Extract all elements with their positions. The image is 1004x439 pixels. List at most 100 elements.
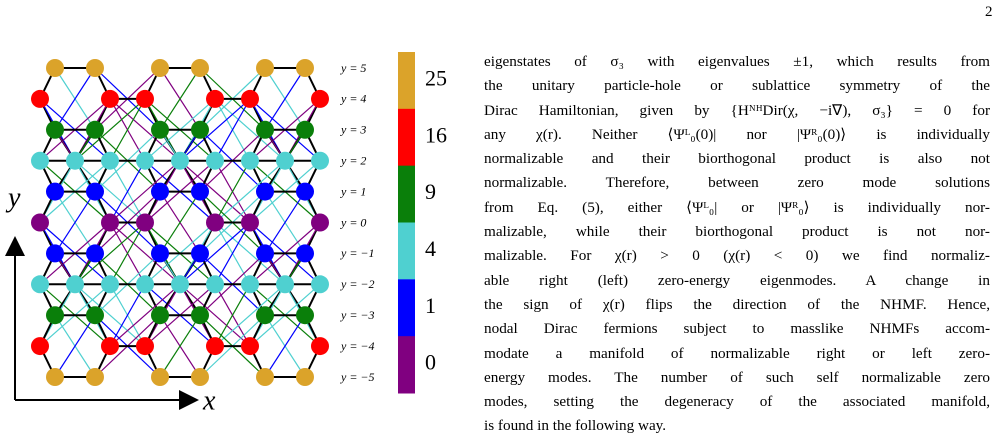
row-label: y = 5 <box>340 61 366 75</box>
text-line: malizable. For χ(r) > 0 (χ(r) < 0) we fi… <box>484 247 990 265</box>
site <box>31 275 49 294</box>
site <box>191 244 209 263</box>
row-label: y = −4 <box>340 339 375 353</box>
text-line: able right (left) zero-energy eigenmodes… <box>484 271 990 289</box>
colorbar-segment <box>398 52 415 110</box>
text-line: any χ(r). Neither ⟨Ψᴸ₀(0)| nor |Ψᴿ₀(0)⟩ … <box>484 125 990 143</box>
site <box>46 182 64 201</box>
hopping <box>264 67 306 131</box>
text-line: malizable, while their biorthogonal prod… <box>484 223 990 241</box>
text-line: the sign of χ(r) flips the direction of … <box>484 295 990 313</box>
hopping <box>214 98 286 162</box>
site <box>151 182 169 201</box>
site <box>151 244 169 263</box>
hopping <box>159 191 201 254</box>
site <box>31 151 49 170</box>
hopping <box>74 283 146 347</box>
row-label: y = 2 <box>340 153 366 167</box>
figure: y x y = 5 y = 4 y = 3 y = 2 y = 1 y = 0 y = −1… <box>4 52 447 416</box>
site <box>86 120 104 139</box>
site <box>311 337 329 356</box>
colorbar-segment <box>398 108 415 167</box>
site <box>46 244 64 263</box>
row-label: y = 4 <box>340 92 366 106</box>
site <box>191 368 209 386</box>
site <box>241 275 259 294</box>
colorbar-label: 16 <box>425 122 447 147</box>
site <box>46 368 64 386</box>
site <box>296 244 314 263</box>
hopping <box>54 67 96 131</box>
text-line: from Eq. (5), either ⟨Ψᴸ₀| or |Ψᴿ₀⟩ is i… <box>484 198 990 216</box>
site <box>31 213 49 232</box>
site <box>86 306 104 325</box>
site <box>296 306 314 325</box>
site <box>136 337 154 356</box>
hopping <box>74 222 146 285</box>
lattice <box>31 59 329 386</box>
colorbar-segment <box>398 222 415 280</box>
site <box>256 244 274 263</box>
site <box>311 89 329 108</box>
site <box>206 151 224 170</box>
hopping <box>109 160 181 223</box>
site <box>86 59 104 77</box>
text-line: modate a manifold of normalizable right … <box>484 344 990 362</box>
site <box>101 151 119 170</box>
site <box>101 337 119 356</box>
site <box>136 275 154 294</box>
hopping <box>179 283 251 347</box>
site <box>311 151 329 170</box>
site <box>46 306 64 325</box>
page-number: 2 <box>985 4 993 20</box>
body-text: eigenstates of σ₃ with eigenvalues ±1, w… <box>484 50 990 439</box>
site <box>151 306 169 325</box>
site <box>241 337 259 356</box>
hopping <box>54 191 96 254</box>
hopping <box>109 222 181 285</box>
site <box>311 213 329 232</box>
site <box>171 151 189 170</box>
x-axis-label: x <box>202 385 216 416</box>
site <box>256 368 274 386</box>
site <box>206 89 224 108</box>
colorbar-segment <box>398 336 415 394</box>
hopping <box>109 98 181 162</box>
hopping <box>179 160 251 223</box>
site <box>296 182 314 201</box>
site <box>136 213 154 232</box>
site <box>276 151 294 170</box>
hopping <box>74 160 146 223</box>
site <box>66 275 84 294</box>
site <box>241 89 259 108</box>
site <box>296 59 314 77</box>
row-label: y = −5 <box>340 370 375 384</box>
site <box>136 89 154 108</box>
text-line: the unitary particle-hole or sublattice … <box>484 77 990 95</box>
site <box>296 368 314 386</box>
site <box>86 182 104 201</box>
colorbar-label: 9 <box>425 179 436 204</box>
hopping <box>159 314 201 378</box>
site <box>191 306 209 325</box>
text-line: is found in the following way. <box>484 417 667 435</box>
site <box>101 213 119 232</box>
colorbar-label: 1 <box>425 293 436 318</box>
site <box>136 151 154 170</box>
row-label: y = 3 <box>340 123 366 137</box>
row-label: y = −1 <box>340 246 375 260</box>
site <box>101 275 119 294</box>
site <box>191 59 209 77</box>
text-line: energy modes. The number of such self no… <box>484 368 990 386</box>
text-line: Dirac Hamiltonian, given by {HᴺᴴDir(χ, −… <box>484 101 990 119</box>
row-label: y = 0 <box>340 215 366 229</box>
hopping <box>54 314 96 378</box>
site <box>206 275 224 294</box>
y-axis-label: y <box>5 182 21 213</box>
site <box>296 120 314 139</box>
hopping <box>179 98 251 162</box>
hopping <box>179 222 251 285</box>
hopping <box>214 222 286 285</box>
site <box>206 337 224 356</box>
site <box>46 59 64 77</box>
